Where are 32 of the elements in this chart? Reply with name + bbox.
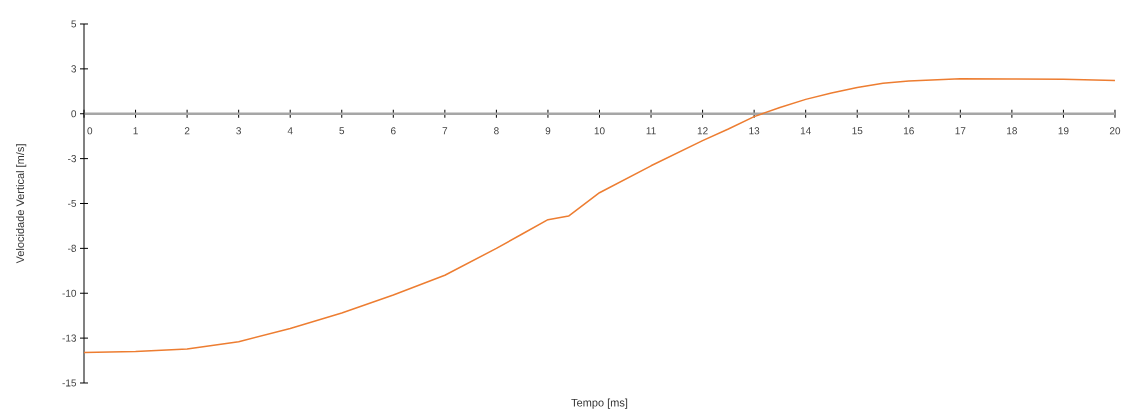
x-tick-label: 3 — [236, 127, 241, 135]
x-tick-label: 19 — [1058, 127, 1069, 135]
x-tick-label: 18 — [1007, 127, 1017, 135]
x-tick-label: 5 — [339, 127, 345, 135]
x-tick-label: 9 — [545, 127, 551, 135]
x-tick-label: 20 — [1109, 127, 1121, 135]
x-tick-label: 0 — [87, 127, 93, 135]
x-tick-label: 1 — [133, 127, 138, 135]
x-tick-label: 6 — [391, 127, 396, 135]
x-tick-label: 4 — [287, 127, 293, 135]
y-tick-label: -5 — [68, 199, 77, 207]
y-tick-label: -15 — [62, 379, 77, 387]
y-tick-label: -10 — [62, 289, 77, 297]
y-tick-label: 0 — [71, 110, 77, 118]
x-tick-label: 14 — [800, 127, 811, 135]
y-axis-title: Velocidade Vertical [m/s] — [16, 144, 27, 264]
x-tick-label: 13 — [749, 127, 760, 135]
y-tick-label: -13 — [62, 334, 77, 342]
y-tick-label: 5 — [71, 20, 77, 28]
x-axis-title: Tempo [ms] — [571, 398, 628, 409]
y-tick-label: -3 — [68, 155, 77, 163]
y-tick-label: -8 — [68, 244, 77, 252]
x-tick-label: 17 — [955, 127, 966, 135]
x-tick-label: 15 — [852, 127, 863, 135]
x-tick-label: 8 — [494, 127, 499, 135]
x-tick-label: 10 — [594, 127, 605, 135]
y-tick-label: 3 — [71, 65, 77, 73]
x-tick-label: 2 — [184, 127, 190, 135]
x-tick-label: 12 — [697, 127, 708, 135]
x-tick-label: 7 — [442, 127, 448, 135]
x-tick-label: 16 — [903, 127, 914, 135]
x-tick-label: 11 — [646, 127, 656, 135]
